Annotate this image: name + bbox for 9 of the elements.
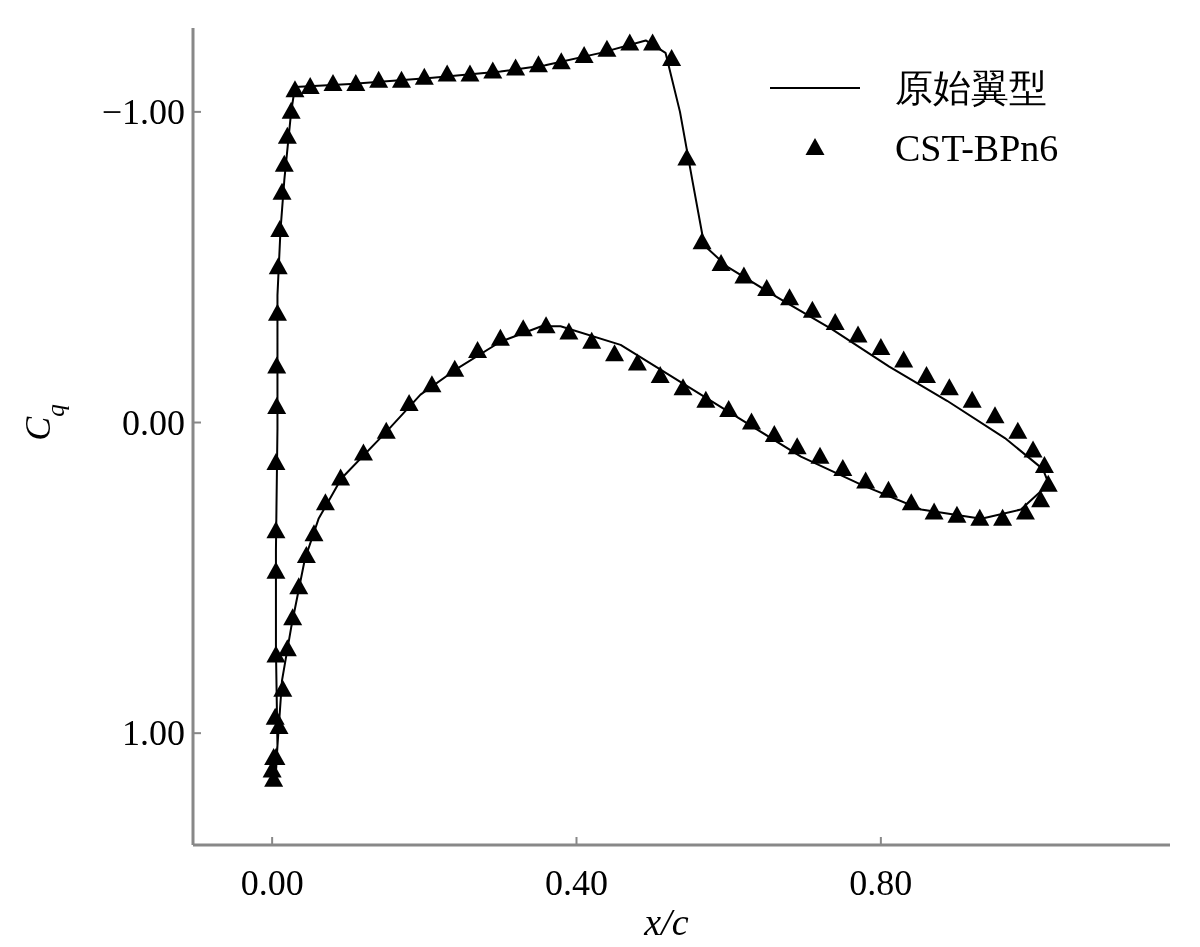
x-axis-title: x/c	[643, 901, 689, 943]
y-tick-label: 0.00	[122, 402, 185, 443]
x-tick-label: 0.00	[240, 863, 304, 903]
y-tick-label: 1.00	[122, 713, 185, 754]
y-tick-label: −1.00	[101, 91, 185, 132]
x-tick-label: 0.40	[545, 863, 608, 903]
x-tick-label: 0.80	[849, 863, 913, 903]
legend-label: 原始翼型	[895, 67, 1047, 109]
legend-label: CST-BPn6	[895, 127, 1059, 169]
